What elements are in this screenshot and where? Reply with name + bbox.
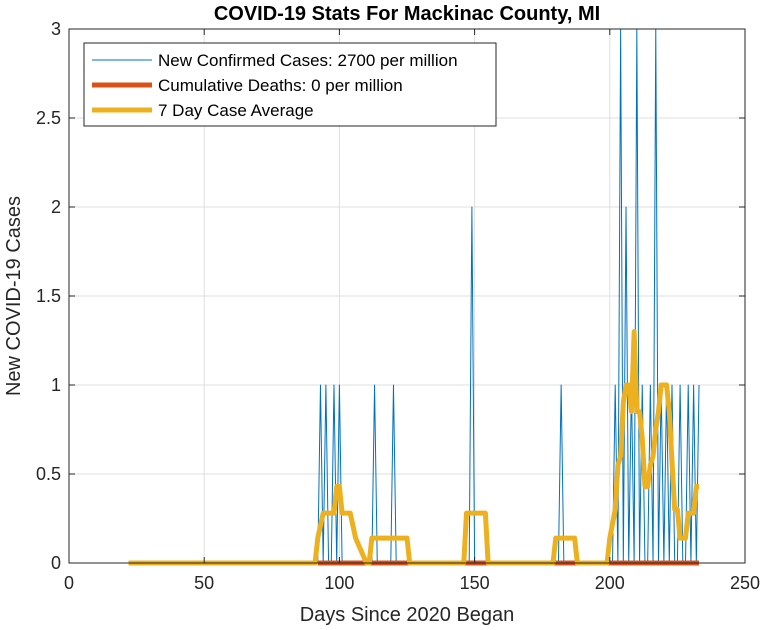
chart-title: COVID-19 Stats For Mackinac County, MI	[214, 3, 600, 25]
legend-box	[83, 42, 497, 127]
y-tick-label: 2.5	[36, 108, 61, 128]
x-tick-labels: 0 50 100 150 200 250	[64, 573, 760, 593]
y-tick-label: 3	[51, 19, 61, 39]
legend: New Confirmed Cases: 2700 per million Cu…	[83, 42, 497, 127]
y-tick-label: 0	[51, 553, 61, 573]
legend-label-7day-average: 7 Day Case Average	[158, 101, 314, 120]
x-tick-label: 100	[324, 573, 354, 593]
y-tick-label: 2	[51, 197, 61, 217]
x-tick-label: 250	[730, 573, 760, 593]
x-tick-label: 150	[460, 573, 490, 593]
y-axis-label: New COVID-19 Cases	[3, 196, 25, 396]
y-tick-label: 1	[51, 375, 61, 395]
x-tick-label: 0	[64, 573, 74, 593]
y-tick-label: 0.5	[36, 464, 61, 484]
legend-label-new-cases: New Confirmed Cases: 2700 per million	[158, 51, 458, 70]
legend-label-deaths: Cumulative Deaths: 0 per million	[158, 76, 403, 95]
x-axis-label: Days Since 2020 Began	[300, 604, 515, 626]
series-line-7day-average	[128, 329, 700, 566]
x-tick-label: 200	[595, 573, 625, 593]
y-tick-label: 1.5	[36, 286, 61, 306]
tick-marks	[68, 28, 746, 564]
x-tick-label: 50	[194, 573, 214, 593]
y-tick-labels: 0 0.5 1 1.5 2 2.5 3	[36, 19, 61, 573]
